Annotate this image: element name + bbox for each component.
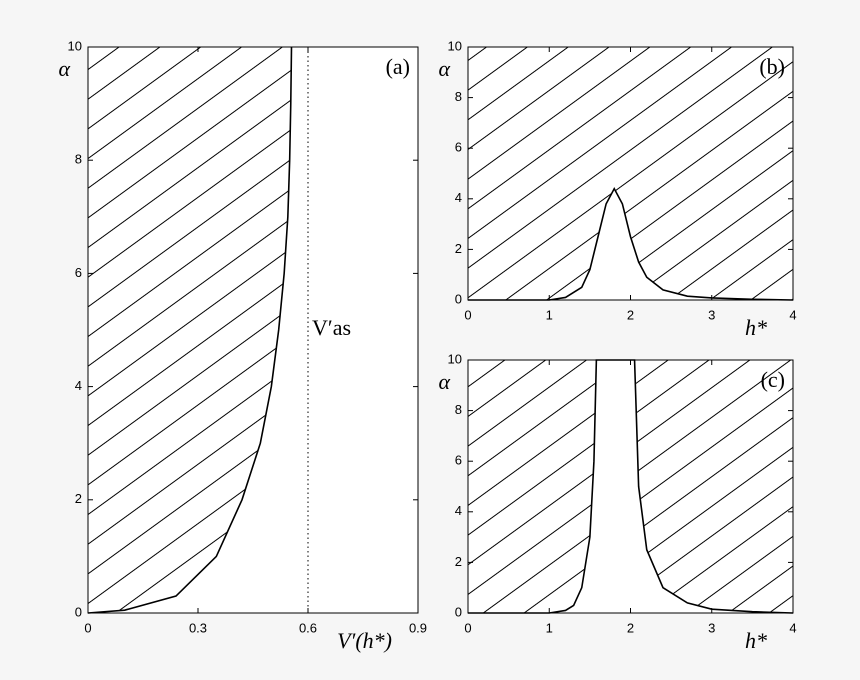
x-tick-label: 1 [546,307,553,322]
curve [468,186,794,301]
y-tick-label: 2 [455,241,462,256]
asymptote-label: V′as [312,315,351,340]
x-tick-label: 0 [84,620,91,635]
curve [87,46,293,614]
x-axis-label: h* [745,628,767,653]
x-tick-label: 0.9 [409,620,427,635]
x-axis-label: V′(h*) [337,628,392,653]
y-tick-label: 6 [455,140,462,155]
x-tick-label: 4 [789,307,796,322]
y-tick-label: 10 [448,38,462,53]
y-tick-label: 4 [455,190,462,205]
y-tick-label: 4 [455,503,462,518]
y-tick-label: 0 [75,604,82,619]
x-tick-label: 0.3 [189,620,207,635]
panel-label: (b) [759,54,785,79]
x-tick-label: 2 [627,620,634,635]
y-tick-label: 0 [455,604,462,619]
x-tick-label: 0.6 [299,620,317,635]
x-axis-label: h* [745,315,767,340]
y-tick-label: 2 [455,554,462,569]
axes-frame [87,46,419,614]
y-axis-label: α [58,56,70,81]
y-tick-label: 8 [455,402,462,417]
x-tick-label: 0 [464,307,471,322]
panel-label: (c) [761,367,785,392]
panel-label: (a) [386,54,410,79]
hatched-region [468,47,793,300]
y-tick-label: 2 [75,491,82,506]
y-tick-label: 8 [75,152,82,167]
y-tick-label: 0 [455,291,462,306]
x-tick-label: 3 [708,620,715,635]
y-tick-label: 6 [455,453,462,468]
y-tick-label: 6 [75,265,82,280]
x-tick-label: 3 [708,307,715,322]
y-tick-label: 10 [68,38,82,53]
y-tick-label: 8 [455,89,462,104]
x-tick-label: 4 [789,620,796,635]
hatched-region [468,360,793,613]
y-axis-label: α [438,369,450,394]
x-tick-label: 2 [627,307,634,322]
y-axis-label: α [438,56,450,81]
y-tick-label: 10 [448,351,462,366]
x-tick-label: 0 [464,620,471,635]
y-tick-label: 4 [75,378,82,393]
x-tick-label: 1 [546,620,553,635]
hatched-region [88,47,292,613]
